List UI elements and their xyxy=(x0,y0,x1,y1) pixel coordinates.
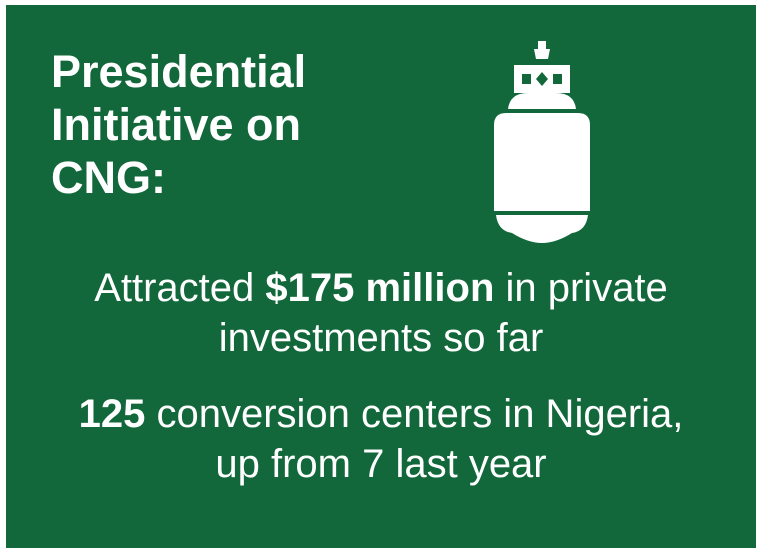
investment-amount: $175 million xyxy=(265,266,495,310)
investment-suffix: in private xyxy=(494,266,668,310)
investment-stat: Attracted $175 million in private invest… xyxy=(6,263,756,363)
investment-prefix: Attracted xyxy=(94,266,266,310)
headline-line-2: Initiative on xyxy=(51,99,302,150)
headline-line-3: CNG: xyxy=(51,152,166,203)
centers-line-2: up from 7 last year xyxy=(215,442,547,486)
headline: Presidential Initiative on CNG: xyxy=(51,45,411,204)
centers-suffix: conversion centers in Nigeria, xyxy=(145,392,684,436)
centers-count: 125 xyxy=(78,392,146,436)
infographic-card: Presidential Initiative on CNG: Attracte… xyxy=(6,5,756,548)
headline-line-1: Presidential xyxy=(51,46,307,97)
gas-cylinder-icon xyxy=(494,41,590,243)
conversion-centers-stat: 125 conversion centers in Nigeria, up fr… xyxy=(6,389,756,489)
investment-line-2: investments so far xyxy=(218,316,544,360)
